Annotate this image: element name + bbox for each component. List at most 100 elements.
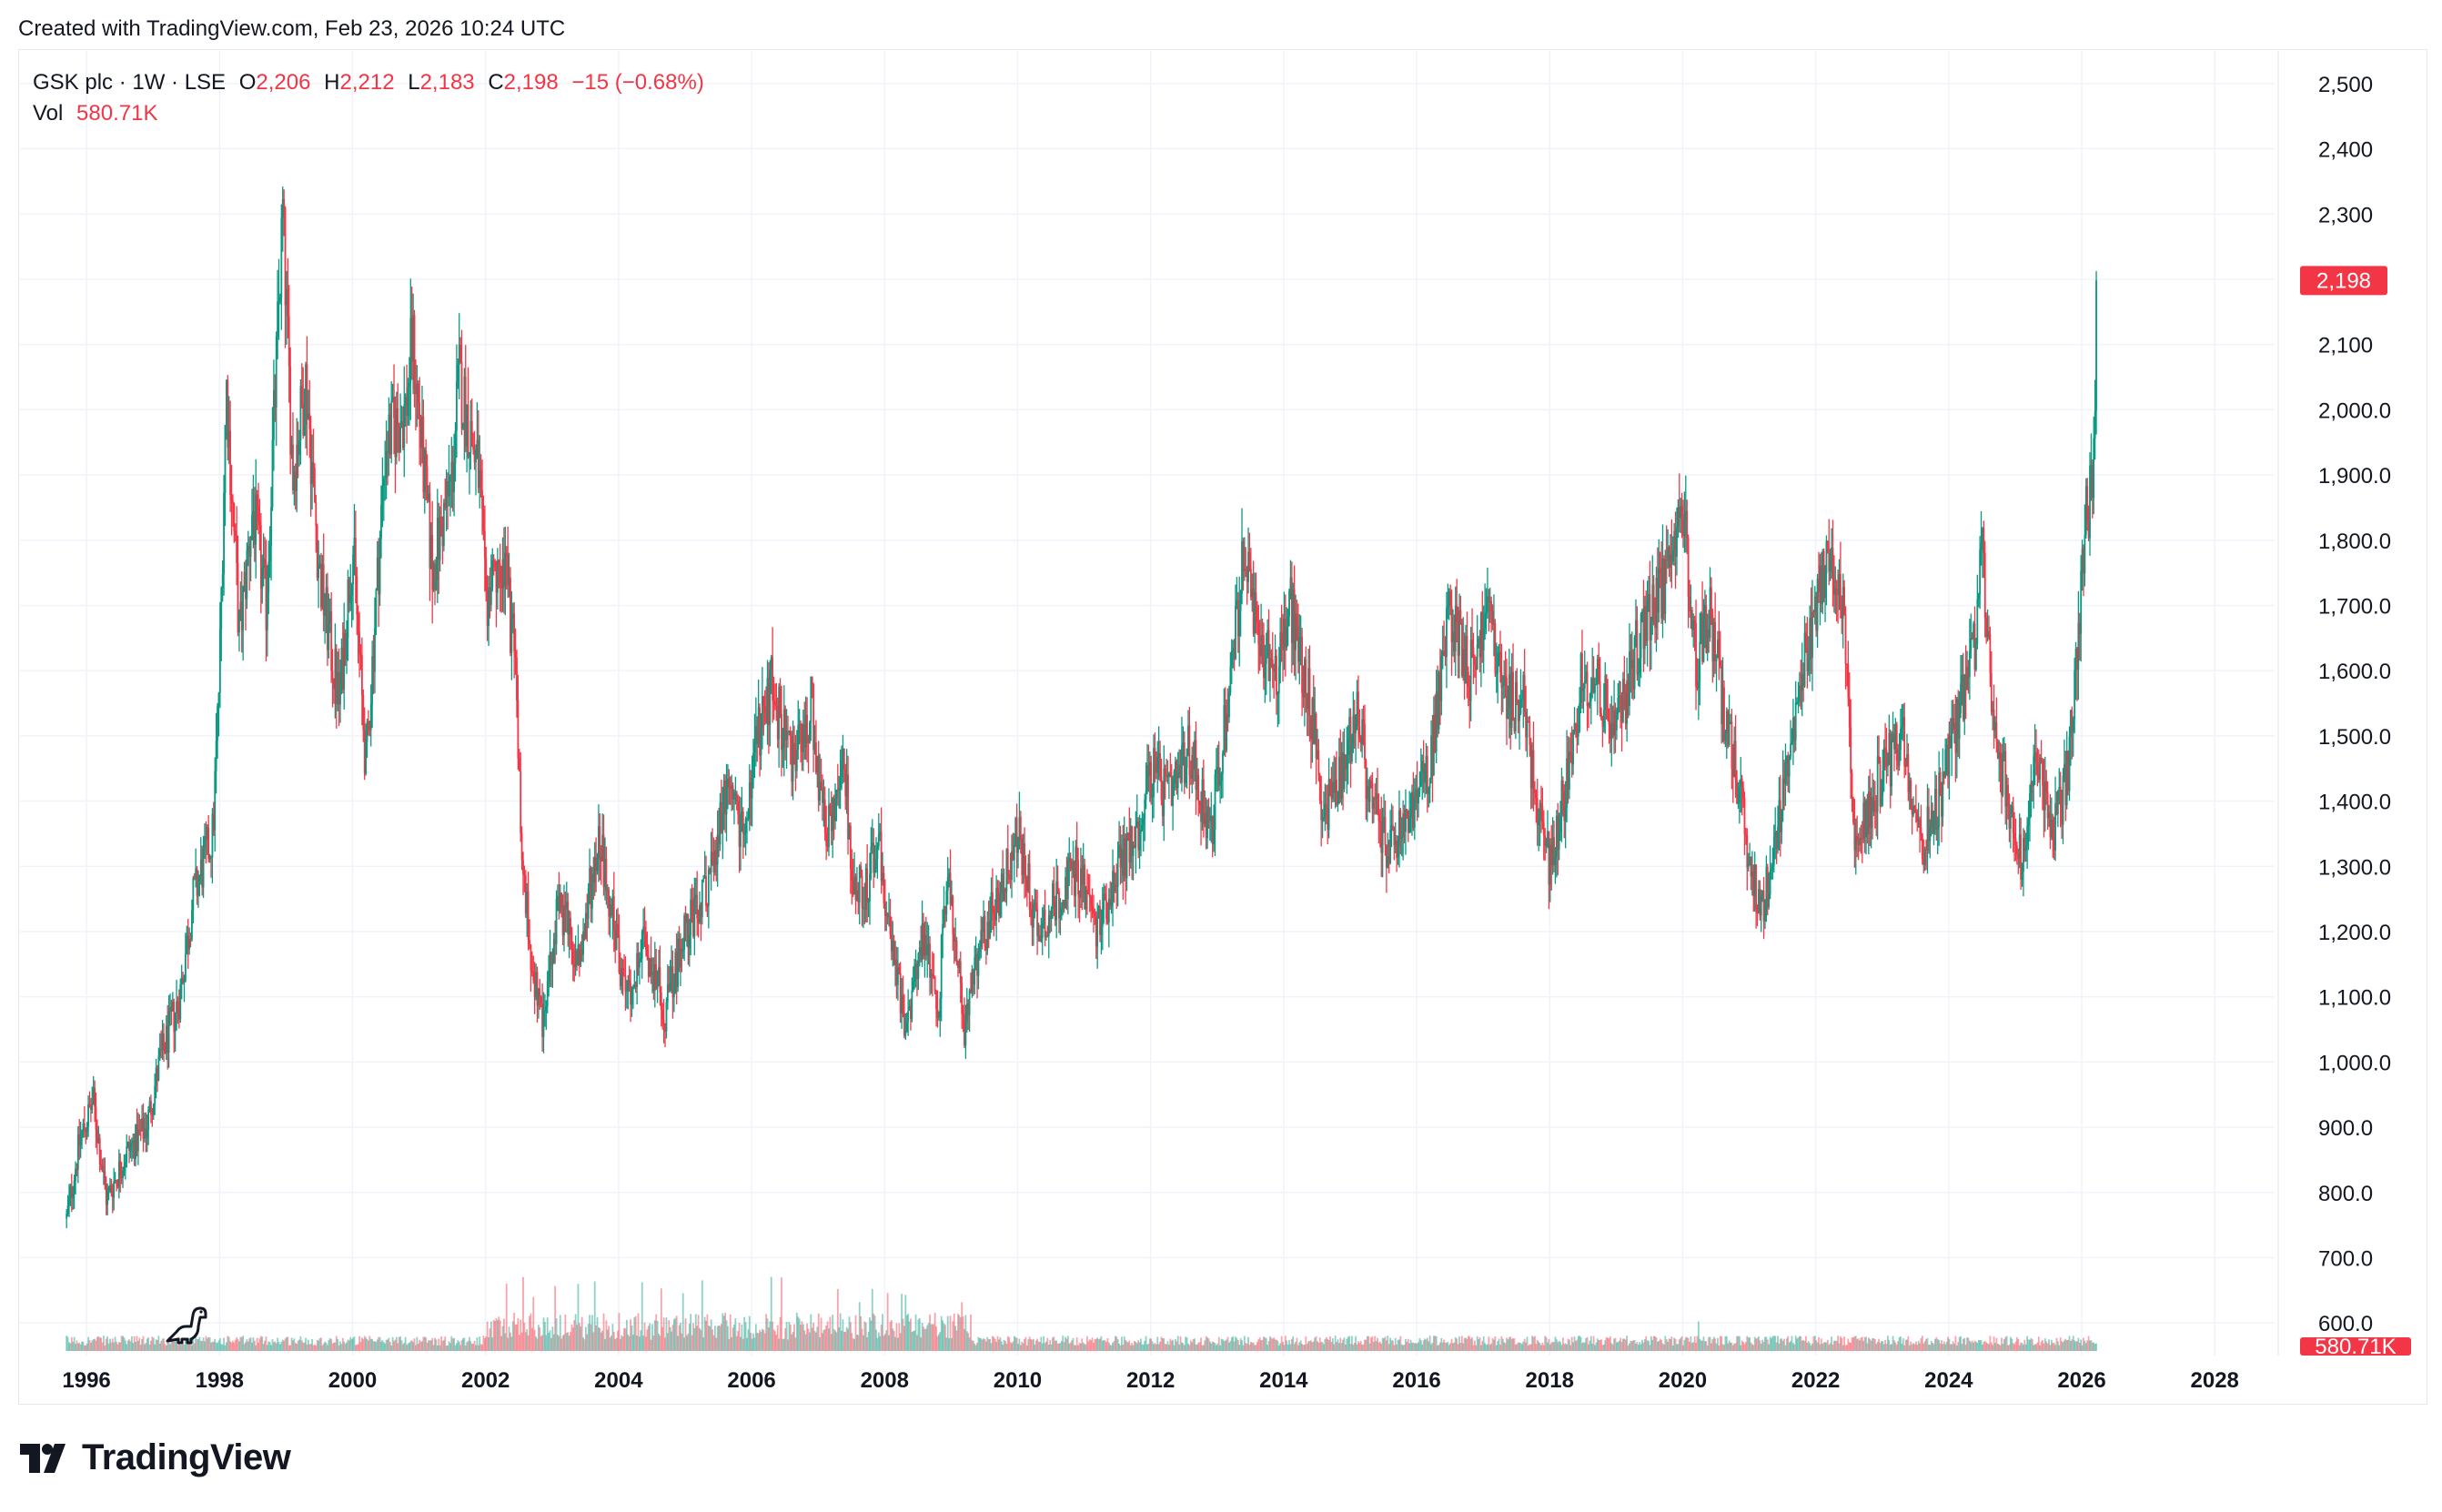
candle-body [83, 1123, 86, 1130]
candle-body [1594, 685, 1596, 693]
candle-body [1564, 808, 1567, 822]
candle-body [851, 869, 853, 881]
candle-body [727, 778, 729, 788]
volume-bar [1973, 1340, 1976, 1351]
volume-bar [1290, 1338, 1293, 1351]
volume-bar [145, 1343, 147, 1351]
candle-body [88, 1104, 91, 1108]
candle-body [381, 485, 384, 506]
volume-bar [467, 1340, 469, 1351]
candle-body [2031, 781, 2033, 787]
x-tick-label: 2016 [1392, 1368, 1440, 1393]
volume-bar [429, 1340, 431, 1351]
candle-body [996, 887, 999, 894]
candle-body [1650, 621, 1652, 640]
volume-bar [1028, 1336, 1031, 1351]
volume-bar [953, 1313, 955, 1351]
candle-body [784, 709, 787, 741]
candle-body [1088, 893, 1091, 897]
chart-frame[interactable] [18, 49, 2427, 1405]
candle-body [668, 984, 671, 991]
candle-body [1968, 650, 1971, 678]
volume-bar [445, 1346, 448, 1351]
candle-body [741, 811, 743, 815]
candle-body [1838, 573, 1841, 596]
candle-body [1233, 648, 1236, 660]
volume-bar [160, 1340, 163, 1351]
volume-bar [1024, 1338, 1025, 1351]
candle-body [1857, 841, 1860, 845]
volume-bar [232, 1340, 234, 1351]
candle-body [1731, 768, 1734, 777]
candle-body [1276, 693, 1279, 695]
candle-body [1853, 822, 1856, 851]
volume-bar [1793, 1344, 1796, 1351]
candle-body [1503, 676, 1506, 686]
candle-body [1127, 832, 1129, 834]
volume-bar [2058, 1345, 2061, 1351]
volume-bar [1605, 1336, 1608, 1351]
volume-bar [2061, 1341, 2063, 1351]
volume-bar [1990, 1342, 1993, 1351]
candle-body [625, 991, 628, 993]
candle-body [974, 954, 977, 958]
volume-bar [1923, 1341, 1926, 1351]
volume-bar [246, 1339, 248, 1351]
volume-bar [1166, 1344, 1167, 1351]
candle-body [1223, 705, 1226, 753]
dinosaur-icon[interactable] [164, 1299, 211, 1346]
volume-bar [1809, 1343, 1811, 1351]
high-value: 2,212 [339, 70, 395, 95]
volume-bar [1873, 1338, 1876, 1351]
candle-body [798, 723, 801, 726]
candle-body [1012, 851, 1014, 861]
candle-body [564, 904, 567, 910]
candle-body [1047, 915, 1050, 936]
candle-body [344, 632, 347, 660]
candle-body [1660, 573, 1662, 619]
volume-bar [1416, 1343, 1418, 1351]
volume-bar [720, 1324, 722, 1351]
volume-bar [1485, 1345, 1488, 1351]
candle-body [1207, 806, 1210, 822]
volume-bar [804, 1334, 807, 1351]
candle-body [141, 1118, 144, 1132]
candle-body [1458, 610, 1460, 656]
candle-body [1381, 832, 1384, 853]
volume-bar [1826, 1339, 1829, 1351]
candle-body [1099, 906, 1101, 935]
volume-bar [1738, 1336, 1741, 1351]
candle-body [793, 742, 795, 758]
tradingview-brand[interactable]: TradingView [20, 1437, 291, 1478]
candle-body [473, 449, 476, 463]
candle-body [804, 714, 807, 748]
volume-bar [366, 1339, 368, 1351]
volume-bar [1125, 1339, 1127, 1351]
candle-body [1771, 865, 1774, 870]
candle-body [1665, 559, 1668, 561]
symbol-title[interactable]: GSK plc · 1W · LSE [33, 70, 227, 95]
candle-body [561, 906, 564, 936]
candle-body [1900, 729, 1902, 751]
volume-bar [1347, 1336, 1349, 1351]
volume-bar [337, 1338, 339, 1351]
volume-bar [1960, 1336, 1962, 1351]
volume-bar [2036, 1342, 2039, 1351]
volume-bar [1595, 1342, 1598, 1351]
candle-body [76, 1134, 79, 1171]
candle-body [469, 453, 470, 458]
candle-body [1806, 649, 1809, 671]
open-label: O [238, 70, 257, 95]
candle-body [1071, 867, 1073, 871]
volume-bar [293, 1338, 296, 1351]
volume-bar [1034, 1344, 1036, 1351]
candle-body [75, 1168, 76, 1181]
candle-body [1622, 679, 1624, 722]
candle-body [378, 557, 380, 595]
volume-bar [640, 1330, 642, 1351]
volume-bar [107, 1343, 110, 1351]
candle-body [983, 916, 984, 932]
volume-bar [1421, 1344, 1424, 1351]
candle-body [1781, 811, 1783, 832]
